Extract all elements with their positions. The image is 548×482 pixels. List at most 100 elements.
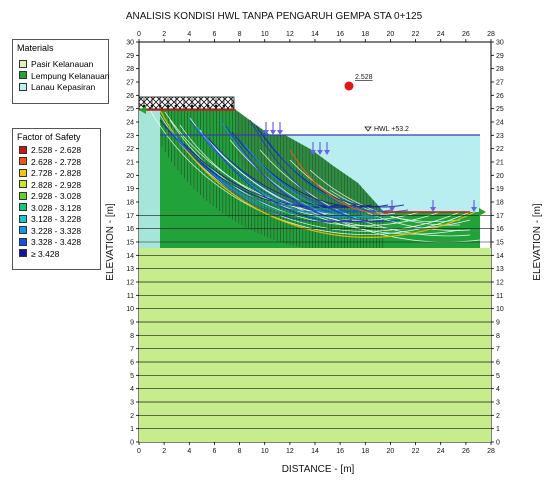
x-tick-label-top: 4 [187, 31, 191, 38]
legend-swatch [19, 203, 27, 212]
slip-arc [189, 117, 471, 230]
x-tick-label-bottom: 12 [286, 448, 294, 455]
fos-trace [255, 125, 405, 208]
surcharge-arrowhead [222, 105, 226, 109]
legend-swatch [19, 237, 27, 246]
y-tick-label-right: 13 [496, 266, 504, 273]
legend-label: 2.728 - 2.828 [31, 168, 82, 178]
y-tick-label-left: 20 [126, 173, 134, 180]
legend-swatch [19, 145, 27, 154]
legend-label: 2.928 - 3.028 [31, 191, 82, 201]
fos-trace [225, 125, 385, 223]
y-tick-label-right: 2 [496, 413, 500, 420]
y-tick-label-left: 5 [130, 373, 134, 380]
fos-traces [159, 119, 409, 223]
x-tick-label-top: 8 [238, 31, 242, 38]
layer-boundaries [139, 215, 491, 430]
y-tick-label-right: 7 [496, 346, 500, 353]
x-tick-label-bottom: 26 [462, 448, 470, 455]
legend-label: Lempung Kelanauan [31, 70, 110, 81]
legend-label: 2.528 - 2.628 [31, 145, 82, 155]
y-tick-label-right: 29 [496, 53, 504, 60]
legend-label: Lanau Kepasiran [31, 82, 96, 92]
legend-swatch [19, 191, 27, 200]
legend-swatch [19, 180, 27, 189]
x-tick-label-bottom: 20 [387, 448, 395, 455]
crest-surcharge [139, 96, 235, 110]
y-tick-label-right: 0 [496, 440, 500, 447]
x-tick-label-bottom: 6 [212, 448, 216, 455]
legend-label: 3.128 - 3.228 [31, 214, 82, 224]
materials-legend-title: Materials [17, 43, 54, 53]
water-level-label: HWL +53.2 [374, 126, 409, 133]
x-tick-label-top: 0 [137, 31, 141, 38]
y-tick-label-right: 12 [496, 280, 504, 287]
x-tick-label-bottom: 28 [487, 448, 495, 455]
y-tick-label-left: 10 [126, 306, 134, 313]
slip-arc [199, 129, 461, 235]
y-tick-label-left: 12 [126, 280, 134, 287]
y-tick-label-left: 0 [130, 440, 134, 447]
legend-swatch [19, 249, 27, 258]
y-tick-label-right: 6 [496, 360, 500, 367]
x-tick-label-bottom: 10 [261, 448, 269, 455]
fos-trace [195, 125, 365, 218]
y-tick-label-left: 22 [126, 146, 134, 153]
surcharge-arrows [142, 98, 234, 109]
y-tick-label-left: 7 [130, 346, 134, 353]
x-tick-label-top: 18 [361, 31, 369, 38]
y-tick-label-right: 17 [496, 213, 504, 220]
water-arrowhead [317, 150, 323, 155]
y-tick-label-left: 15 [126, 240, 134, 247]
legend-row: Lanau Kepasiran [19, 82, 95, 92]
fos-legend: Factor of Safety 2.528 - 2.628 2.628 - 2.… [12, 128, 101, 270]
legend-row: 2.728 - 2.828 [19, 168, 81, 178]
legend-swatch [19, 59, 27, 68]
y-tick-label-left: 16 [126, 226, 134, 233]
slip-arc [259, 149, 471, 237]
surcharge-arrowhead [214, 105, 218, 109]
surcharge-arrowhead [182, 105, 186, 109]
x-tick-label-bottom: 16 [336, 448, 344, 455]
fos-trace [243, 143, 397, 218]
y-tick-label-right: 30 [496, 40, 504, 47]
y-axis-left: 0123456789101112131415161718192021222324… [126, 40, 139, 447]
y-tick-label-left: 21 [126, 160, 134, 167]
y-tick-label-right: 11 [496, 293, 503, 300]
legend-label: Pasir Kelanauan [31, 59, 94, 69]
y-tick-label-right: 5 [496, 373, 500, 380]
legend-label: ≥ 3.428 [31, 248, 60, 259]
legend-row: 2.928 - 3.028 [19, 191, 81, 201]
legend-row: 3.328 - 3.428 [19, 237, 81, 247]
surcharge-arrowhead [150, 105, 154, 109]
legend-row: Pasir Kelanauan [19, 59, 93, 69]
y-axis-right: 0123456789101112131415161718192021222324… [491, 40, 504, 447]
x-tick-label-bottom: 0 [137, 448, 141, 455]
legend-swatch [19, 226, 27, 235]
fos-legend-title: Factor of Safety [17, 132, 81, 142]
y-tick-label-left: 19 [126, 186, 134, 193]
y-tick-label-right: 27 [496, 80, 504, 87]
y-tick-label-right: 21 [496, 160, 504, 167]
y-tick-label-right: 24 [496, 120, 504, 127]
materials-legend: Materials Pasir Kelanauan Lempung Kelanau… [12, 39, 109, 104]
y-tick-label-right: 1 [496, 426, 500, 433]
y-tick-label-right: 8 [496, 333, 500, 340]
y-tick-label-left: 27 [126, 80, 134, 87]
y-tick-label-right: 25 [496, 106, 504, 113]
y-tick-label-left: 30 [126, 40, 134, 47]
surcharge-arrowhead [190, 105, 194, 109]
y-tick-label-left: 13 [126, 266, 134, 273]
water-level-marker: HWL +53.2 [364, 126, 409, 133]
fos-trace [201, 131, 369, 223]
x-tick-label-top: 26 [462, 31, 470, 38]
water-arrowhead [324, 150, 330, 155]
y-tick-label-left: 23 [126, 133, 134, 140]
y-tick-label-left: 1 [130, 426, 134, 433]
legend-row: Lempung Kelanauan [19, 71, 109, 81]
surcharge-arrowhead [166, 105, 170, 109]
x-tick-label-top: 20 [387, 31, 395, 38]
left-boundary-marker [139, 106, 146, 114]
x-tick-label-top: 12 [286, 31, 294, 38]
